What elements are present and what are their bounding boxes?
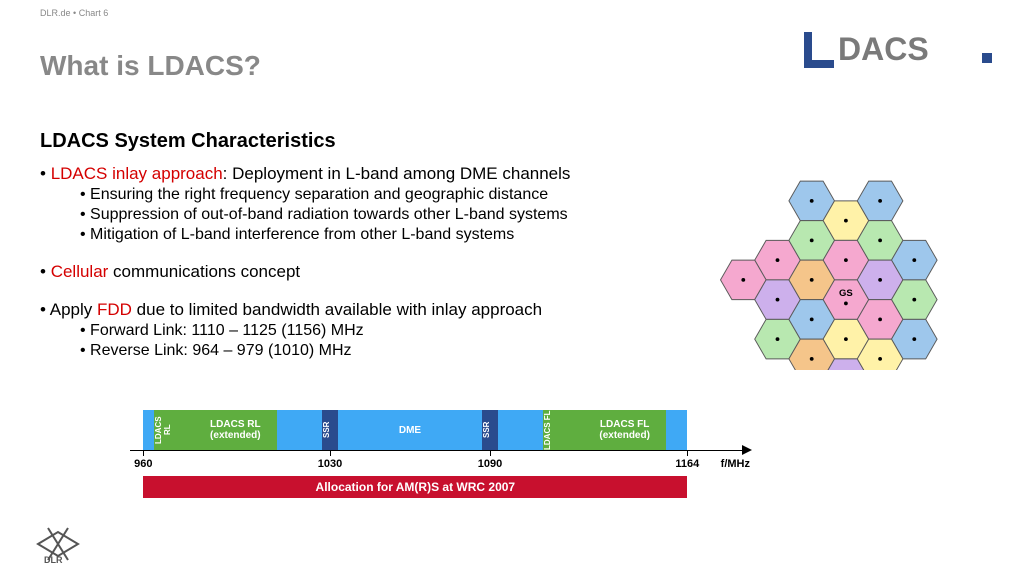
bullet-fdd-rl: Reverse Link: 964 – 979 (1010) MHz (80, 342, 660, 360)
spectrum-band: LDACS FL (543, 410, 583, 450)
spectrum-tick (330, 450, 331, 456)
hex-dot (878, 238, 882, 242)
bullet-inlay-sub1: Ensuring the right frequency separation … (80, 186, 660, 204)
spectrum-axis (130, 450, 750, 451)
hex-dot (776, 298, 780, 302)
spectrum-tick-label: 1030 (318, 458, 342, 470)
section-subtitle: LDACS System Characteristics (40, 130, 336, 153)
spectrum-band: LDACS RL (extended) (194, 410, 277, 450)
bullet-inlay-sub3: Mitigation of L-band interference from o… (80, 226, 660, 244)
spectrum-band-label: LDACS RL (extended) (194, 410, 277, 450)
spectrum-band-label: SSR (482, 410, 491, 450)
hex-dot (844, 337, 848, 341)
bullet-fdd: Apply FDD due to limited bandwidth avail… (40, 300, 660, 320)
hex-dot (878, 199, 882, 203)
ldacs-logo: DACS (804, 28, 994, 68)
spectrum-tick-label: 1090 (478, 458, 502, 470)
hex-dot (810, 357, 814, 361)
spectrum-band: SSR (322, 410, 338, 450)
hex-dot (878, 317, 882, 321)
spectrum-band: DME (338, 410, 482, 450)
spectrum-band: LDACS FL (extended) (583, 410, 666, 450)
hex-dot (844, 219, 848, 223)
hex-dot (912, 258, 916, 262)
bullet-inlay: LDACS inlay approach: Deployment in L-ba… (40, 164, 660, 184)
spectrum-band-label: SSR (322, 410, 331, 450)
hex-dot (810, 199, 814, 203)
hex-dot (776, 258, 780, 262)
bullet-fdd-fl: Forward Link: 1110 – 1125 (1156) MHz (80, 322, 660, 340)
hex-dot (741, 278, 745, 282)
hex-dot (878, 278, 882, 282)
spectrum-band-label: DME (338, 410, 482, 450)
page-title: What is LDACS? (40, 50, 261, 82)
cellular-hex-diagram: GS (694, 180, 994, 370)
hex-dot (912, 337, 916, 341)
header-meta: DLR.de • Chart 6 (40, 8, 108, 18)
spectrum-allocation-bar: Allocation for AM(R)S at WRC 2007 (143, 476, 687, 498)
spectrum-tick-label: 960 (134, 458, 152, 470)
meta-site: DLR.de (40, 8, 71, 18)
hex-dot (810, 317, 814, 321)
meta-sep: • (73, 8, 76, 18)
spectrum-tick (490, 450, 491, 456)
bullet-list: LDACS inlay approach: Deployment in L-ba… (40, 160, 660, 360)
spectrum-tick (687, 450, 688, 456)
hex-dot (844, 258, 848, 262)
hex-dot (878, 357, 882, 361)
hex-dot (844, 302, 848, 306)
hex-dot (776, 337, 780, 341)
spectrum-chart: LDACS RLLDACS RL (extended)SSRDMESSRLDAC… (130, 410, 750, 520)
hex-dot (810, 278, 814, 282)
spectrum-band-label: LDACS RL (154, 410, 172, 450)
spectrum-tick-label: 1164 (675, 458, 699, 470)
spectrum-tick (143, 450, 144, 456)
hex-dot (810, 238, 814, 242)
bullet-cellular: Cellular communications concept (40, 262, 660, 282)
meta-chart: Chart 6 (79, 8, 109, 18)
spectrum-band: LDACS RL (154, 410, 194, 450)
logo-text: DACS (838, 31, 929, 67)
spectrum-band: SSR (482, 410, 498, 450)
bullet-inlay-sub2: Suppression of out-of-band radiation tow… (80, 206, 660, 224)
spectrum-band-label: LDACS FL (extended) (583, 410, 666, 450)
svg-text:DLR: DLR (44, 555, 63, 564)
axis-arrowhead-icon (742, 445, 752, 455)
spectrum-axis-label: f/MHz (721, 458, 750, 470)
dlr-logo: DLR (30, 524, 100, 564)
hex-gs-label: GS (839, 288, 853, 299)
hex-dot (912, 298, 916, 302)
spectrum-band-label: LDACS FL (543, 410, 552, 450)
